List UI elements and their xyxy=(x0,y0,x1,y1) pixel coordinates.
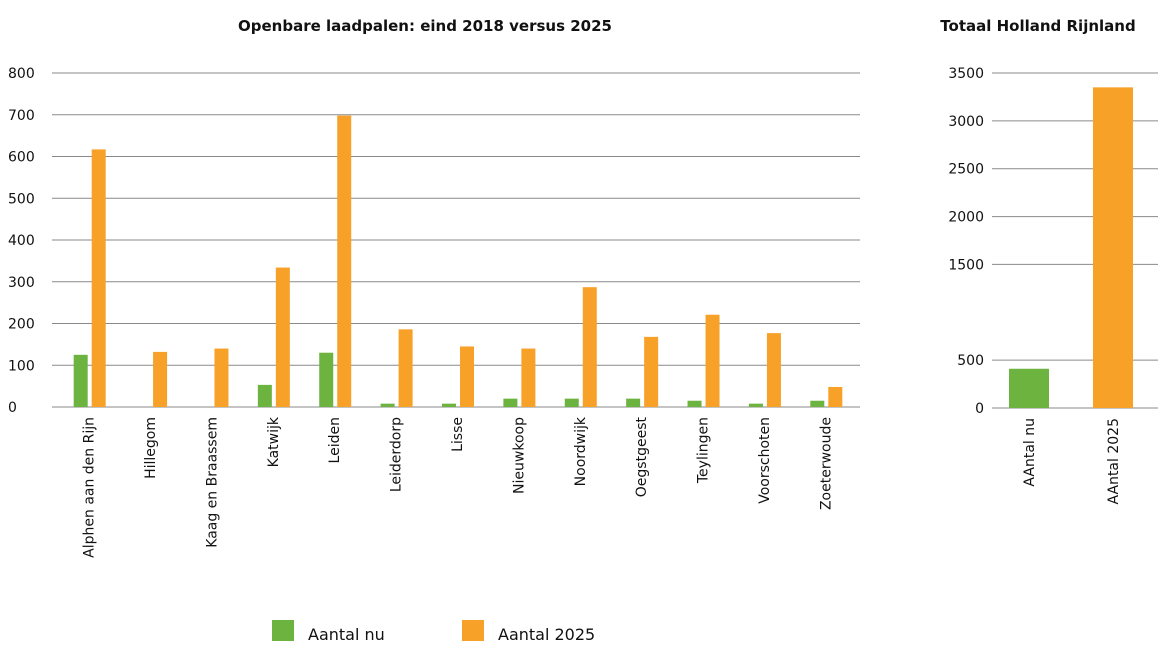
y-tick-label: 3000 xyxy=(948,114,984,130)
y-tick-label: 300 xyxy=(8,275,35,291)
bar-aantal-2025-zoeterwoude xyxy=(828,386,843,407)
x-tick-label-leiden: Leiden xyxy=(327,417,343,463)
bar-aantal-2025-voorschoten xyxy=(766,333,781,407)
y-tick-label: 2000 xyxy=(948,210,984,226)
x-tick-label-noordwijk: Noordwijk xyxy=(573,416,589,486)
x-tick-label-nieuwkoop: Nieuwkoop xyxy=(511,417,527,494)
bar-aantal-nu-teylingen xyxy=(687,400,702,407)
x-tick-label-zoeterwoude: Zoeterwoude xyxy=(818,417,834,510)
x-tick-label-lisse: Lisse xyxy=(450,417,466,452)
x-tick-label-kaag-en-braassem: Kaag en Braassem xyxy=(204,417,220,548)
legend: Aantal nu Aantal 2025 xyxy=(272,620,595,644)
y-tick-label: 100 xyxy=(8,358,35,374)
y-tick-label: 1500 xyxy=(948,257,984,273)
x-tick-label-hillegom: Hillegom xyxy=(143,417,159,479)
y-tick-label: 0 xyxy=(975,401,984,417)
legend-swatch-aantal-2025 xyxy=(462,620,484,642)
bar-aantal-nu-voorschoten xyxy=(748,403,763,407)
y-tick-label: 600 xyxy=(8,150,35,166)
bar-aantal-2025-kaag-en-braassem xyxy=(214,348,229,407)
bar-aantal-2025-nieuwkoop xyxy=(521,348,536,407)
bar-aantal-2025-hillegom xyxy=(153,351,168,407)
x-tick-label-teylingen: Teylingen xyxy=(696,417,712,484)
bar-aantal-2025-oegstgeest xyxy=(644,336,659,407)
legend-swatch-aantal-nu xyxy=(272,620,294,642)
bar-aantal-nu-lisse xyxy=(442,403,456,407)
bar-aantal-2025-noordwijk xyxy=(582,287,597,407)
bar-aantal-nu-katwijk xyxy=(257,384,272,407)
total-chart-title: Totaal Holland Rijnland xyxy=(940,17,1135,35)
bar-aantal-nu-alphen-aan-den-rijn xyxy=(73,354,88,407)
y-tick-label: 3500 xyxy=(948,66,984,82)
x-tick-label-alphen-aan-den-rijn: Alphen aan den Rijn xyxy=(82,417,98,558)
bar-aantal-nu-zoeterwoude xyxy=(810,400,825,407)
y-tick-label: 2500 xyxy=(948,162,984,178)
y-tick-label: 800 xyxy=(8,66,35,82)
legend-label-aantal-nu: Aantal nu xyxy=(308,625,385,641)
x-tick-label-oegstgeest: Oegstgeest xyxy=(634,416,650,497)
x-tick-label-aantal-2025: AAntal 2025 xyxy=(1106,418,1122,504)
bar-aantal-nu-leiderdorp xyxy=(380,403,395,407)
main-chart-title: Openbare laadpalen: eind 2018 versus 202… xyxy=(238,17,612,35)
bar-aantal-nu-leiden xyxy=(319,352,334,407)
x-tick-label-katwijk: Katwijk xyxy=(266,416,282,467)
bar-aantal-nu-oegstgeest xyxy=(626,398,641,407)
bar-aantal-2025-leiderdorp xyxy=(398,329,413,407)
bar-aantal-2025-alphen-aan-den-rijn xyxy=(91,149,106,407)
y-tick-label: 700 xyxy=(8,108,35,124)
y-tick-label: 500 xyxy=(957,353,984,369)
y-tick-label: 400 xyxy=(8,233,35,249)
bar-aantal-2025 xyxy=(1093,87,1133,408)
bar-aantal-2025-lisse xyxy=(460,346,474,407)
y-tick-label: 200 xyxy=(8,317,35,333)
total-bar-chart: 0 500 1500 2000 2500 3000 3500 AAntal nu AAntal … xyxy=(948,66,1158,504)
bar-aantal-nu-nieuwkoop xyxy=(503,398,518,407)
main-bar-chart: 0 100 200 300 400 500 600 700 800 Alphen aan den … xyxy=(8,66,860,558)
bar-aantal-nu xyxy=(1009,368,1049,408)
y-tick-label: 500 xyxy=(8,191,35,207)
bar-aantal-2025-leiden xyxy=(337,115,352,408)
legend-label-aantal-2025: Aantal 2025 xyxy=(498,625,595,641)
x-tick-label-voorschoten: Voorschoten xyxy=(757,417,773,504)
x-tick-label-leiderdorp: Leiderdorp xyxy=(389,417,405,492)
y-tick-label: 0 xyxy=(8,400,17,416)
bar-aantal-nu-noordwijk xyxy=(564,398,579,407)
bar-aantal-2025-katwijk xyxy=(275,267,290,407)
x-tick-label-aantal-nu: AAntal nu xyxy=(1022,418,1038,487)
bar-aantal-2025-teylingen xyxy=(705,314,720,407)
